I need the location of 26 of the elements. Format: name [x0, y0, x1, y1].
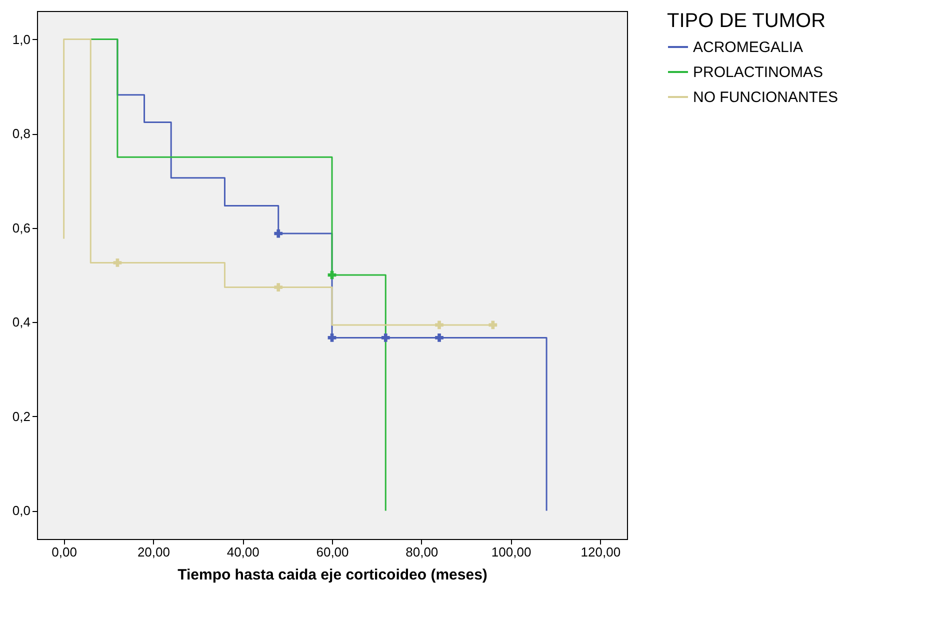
- point: [328, 334, 336, 342]
- legend-title: TIPO DE TUMOR: [667, 10, 826, 32]
- y-tick-label: 0,0: [12, 503, 30, 518]
- y-tick-label: 0,2: [12, 408, 30, 424]
- point: [381, 334, 390, 342]
- y-tick-label: 1,0: [12, 32, 30, 47]
- point: [435, 334, 444, 342]
- x-tick-label: 60,00: [316, 544, 349, 560]
- legend-label: ACROMEGALIA: [693, 39, 804, 56]
- y-tick-label: 0,6: [12, 220, 30, 236]
- x-tick-label: 20,00: [137, 544, 170, 560]
- x-tick-label: 100,00: [491, 544, 532, 560]
- x-tick-label: 0,00: [52, 544, 77, 560]
- legend-label: NO FUNCIONANTES: [693, 89, 838, 106]
- x-axis-title: Tiempo hasta caida eje corticoideo (meses): [178, 566, 488, 584]
- point: [274, 283, 283, 292]
- x-tick-label: 80,00: [406, 544, 438, 560]
- legend-label: PROLACTINOMAS: [693, 64, 824, 81]
- x-tick-label: 40,00: [226, 544, 260, 560]
- y-tick-label: 0,4: [12, 314, 30, 330]
- x-tick-label: 120,00: [580, 544, 621, 560]
- point: [435, 320, 444, 330]
- point: [113, 258, 122, 267]
- point: [488, 320, 498, 330]
- point: [274, 229, 283, 238]
- y-tick-label: 0,8: [12, 126, 30, 142]
